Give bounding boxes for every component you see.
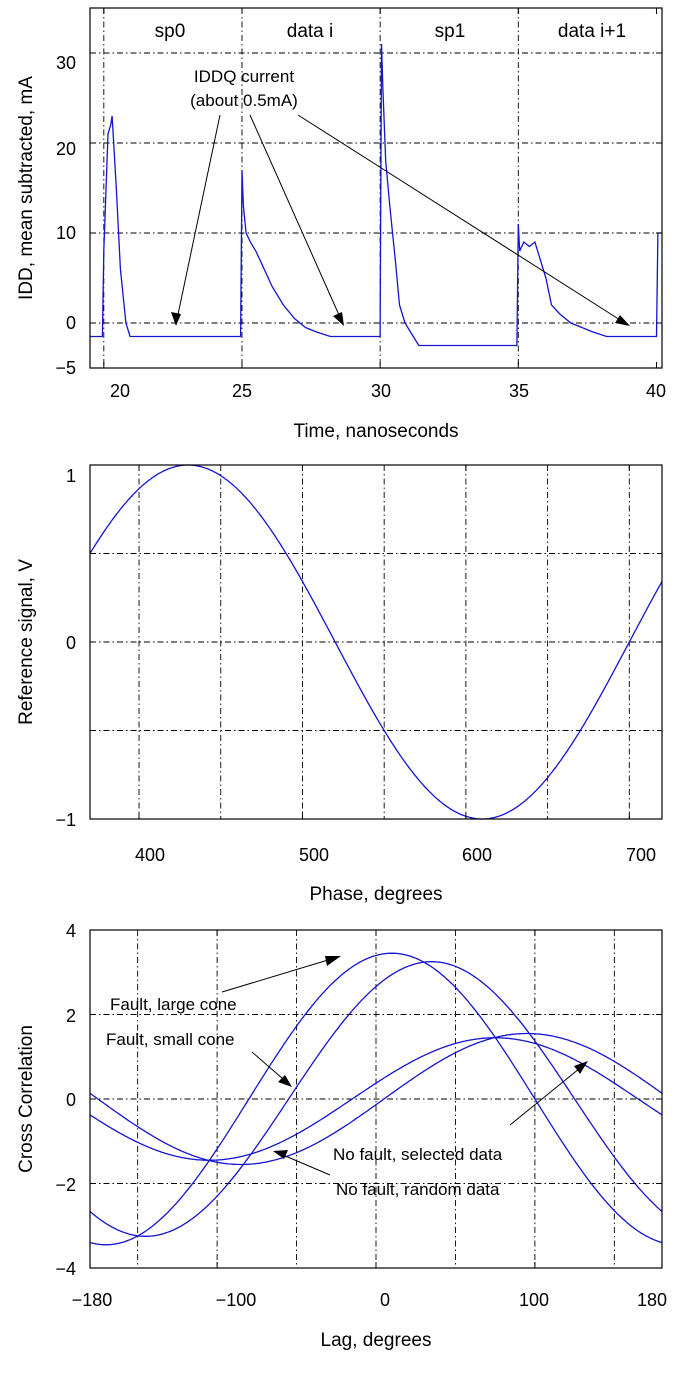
iddq-arrows (171, 114, 630, 326)
idd-ytick-label: −5 (55, 358, 76, 378)
iddq-arrow-data-i (249, 114, 344, 325)
correlation-xtick-label: 0 (380, 1290, 390, 1310)
reference-ytick-label: 1 (66, 466, 76, 486)
correlation-ytick-label: 4 (66, 921, 76, 941)
iddq-arrowhead-data-i-plus-1 (615, 315, 630, 326)
correlation-xtick-label: 180 (637, 1290, 667, 1310)
correlation-series (89, 952, 663, 1246)
reference-xtick-label: 700 (626, 845, 656, 865)
reference-grid (90, 465, 662, 819)
iddq-arrowhead-data-i (333, 312, 344, 326)
idd-x-axis-label: Time, nanoseconds (293, 421, 458, 442)
idd-y-axis-label: IDD, mean subtracted, mA (16, 76, 37, 300)
correlation-series-line (89, 1032, 663, 1166)
iddq-annotation-line1: IDDQ current (194, 67, 294, 86)
segment-label-sp1: sp1 (435, 21, 466, 42)
correlation-grid (90, 930, 662, 1268)
idd-tick-marks (90, 8, 662, 369)
correlation-xtick-label: −180 (72, 1290, 113, 1310)
annotation-fault-large-cone: Fault, large cone (110, 995, 237, 1014)
reference-ytick-label: −1 (55, 810, 76, 830)
correlation-ytick-label: 0 (66, 1090, 76, 1110)
idd-series-line (90, 43, 662, 347)
iddq-annotation-line2: (about 0.5mA) (190, 91, 298, 110)
correlation-series-line (89, 1037, 663, 1161)
idd-xtick-label: 35 (509, 381, 529, 401)
correlation-xtick-label: −100 (216, 1290, 257, 1310)
annotation-no-fault-random: No fault, random data (336, 1180, 500, 1199)
iddq-arrow-data-i-plus-1 (297, 114, 629, 326)
reference-y-axis-label: Reference signal, V (16, 559, 37, 725)
correlation-series-line (89, 952, 663, 1246)
annotation-fault-small-cone: Fault, small cone (106, 1030, 235, 1049)
correlation-arrows (221, 956, 588, 1176)
idd-xtick-label: 20 (110, 381, 130, 401)
correlation-ytick-label: 2 (66, 1006, 76, 1026)
correlation-xtick-label: 100 (519, 1290, 549, 1310)
reference-xtick-label: 500 (299, 845, 329, 865)
cross-correlation-chart: Fault, large cone Fault, small cone No f… (16, 921, 667, 1351)
iddq-arrow-sp0 (175, 114, 221, 325)
arrowhead-fault-small-cone (278, 1075, 292, 1087)
segment-label-data-i-plus-1: data i+1 (558, 21, 626, 42)
idd-series (90, 43, 662, 347)
reference-tick-marks (90, 464, 662, 820)
arrow-no-fault-selected (509, 1063, 586, 1126)
arrowhead-no-fault-random (273, 1150, 288, 1159)
correlation-ytick-label: −2 (55, 1175, 76, 1195)
arrowhead-fault-large-cone (325, 956, 341, 966)
idd-grid (90, 8, 662, 368)
idd-xtick-label: 30 (371, 381, 391, 401)
reference-x-axis-label: Phase, degrees (309, 884, 442, 905)
segment-label-data-i: data i (287, 21, 333, 42)
idd-ytick-label: 0 (66, 313, 76, 333)
annotation-no-fault-selected: No fault, selected data (333, 1145, 503, 1164)
iddq-arrowhead-sp0 (171, 312, 181, 326)
correlation-x-axis-label: Lag, degrees (321, 1330, 432, 1351)
reference-chart: 400 500 600 700 −1 0 1 Phase, degrees Re… (16, 464, 663, 905)
segment-label-sp0: sp0 (155, 21, 186, 42)
correlation-y-axis-label: Cross Correlation (16, 1025, 37, 1173)
idd-ytick-label: 10 (56, 223, 76, 243)
arrow-fault-large-cone (221, 956, 339, 993)
idd-xtick-label: 40 (646, 381, 666, 401)
idd-ytick-label: 20 (56, 139, 76, 159)
reference-ytick-label: 0 (66, 633, 76, 653)
idd-ytick-label: 30 (56, 53, 76, 73)
arrowhead-no-fault-selected (574, 1061, 588, 1074)
correlation-series-line (89, 961, 663, 1237)
correlation-ytick-label: −4 (55, 1259, 76, 1279)
reference-xtick-label: 400 (135, 845, 165, 865)
reference-xtick-label: 600 (462, 845, 492, 865)
correlation-tick-marks (89, 929, 663, 1269)
idd-plot-frame (89, 7, 663, 369)
idd-chart: sp0 data i sp1 data i+1 IDDQ current (ab… (16, 7, 666, 442)
idd-xtick-label: 25 (232, 381, 252, 401)
